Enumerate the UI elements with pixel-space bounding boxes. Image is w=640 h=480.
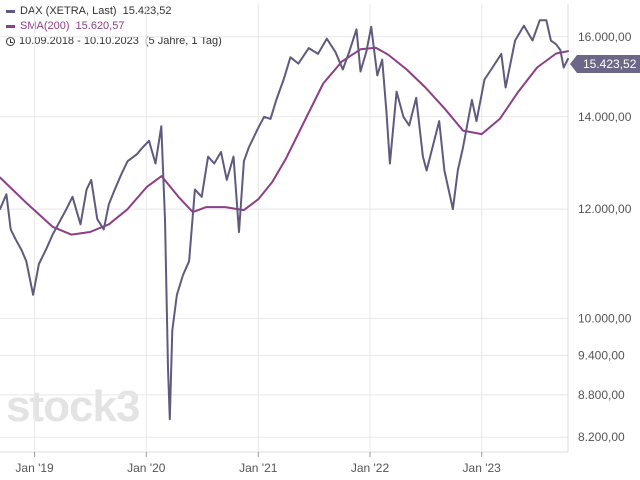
legend-range-label: 10.09.2018 - 10.10.2023 — [19, 35, 139, 47]
legend-range: 10.09.2018 - 10.10.2023 (5 Jahre, 1 Tag) — [6, 34, 222, 49]
legend-dax-value: 15.423,52 — [122, 5, 172, 17]
y-tick-label: 16.000,00 — [578, 30, 632, 44]
sma200-series-line — [0, 46, 569, 236]
y-tick-label: 10.000,00 — [578, 311, 632, 325]
y-tick-label: 9.400,00 — [578, 348, 625, 362]
legend-dax: DAX (XETRA, Last) 15.423,52 — [6, 4, 222, 19]
dax-series-line — [0, 19, 569, 421]
x-tick-label: Jan '21 — [239, 461, 278, 475]
y-tick-label: 8.800,00 — [578, 388, 625, 402]
chart-grid — [0, 4, 569, 453]
legend-dax-label: DAX (XETRA, Last) — [20, 5, 117, 17]
clock-icon — [6, 37, 15, 46]
dax-swatch-icon — [6, 10, 15, 13]
y-tick-label: 8.200,00 — [578, 430, 625, 444]
x-tick-label: Jan '19 — [15, 461, 54, 475]
y-tick-label: 12.000,00 — [578, 202, 632, 216]
chart-legend: DAX (XETRA, Last) 15.423,52 SMA(200) 15.… — [6, 4, 222, 49]
x-tick-label: Jan '23 — [463, 461, 502, 475]
stock3-watermark: stock3 — [6, 382, 140, 431]
x-tick-label: Jan '22 — [351, 461, 390, 475]
y-tick-label: 14.000,00 — [578, 110, 632, 124]
legend-sma: SMA(200) 15.620,57 — [6, 19, 222, 34]
legend-range-detail: (5 Jahre, 1 Tag) — [144, 35, 222, 47]
x-tick-label: Jan '20 — [127, 461, 166, 475]
legend-sma-value: 15.620,57 — [75, 20, 125, 32]
y-axis: 8.200,00 8.800,00 9.400,00 10.000,00 12.000,… — [578, 30, 632, 444]
legend-sma-label: SMA(200) — [20, 20, 70, 32]
last-price-badge: 15.423,52 — [569, 55, 640, 73]
chart-series — [0, 19, 569, 421]
sma-swatch-icon — [6, 25, 15, 28]
x-axis: Jan '19 Jan '20 Jan '21 Jan '22 Jan '23 — [15, 452, 501, 475]
